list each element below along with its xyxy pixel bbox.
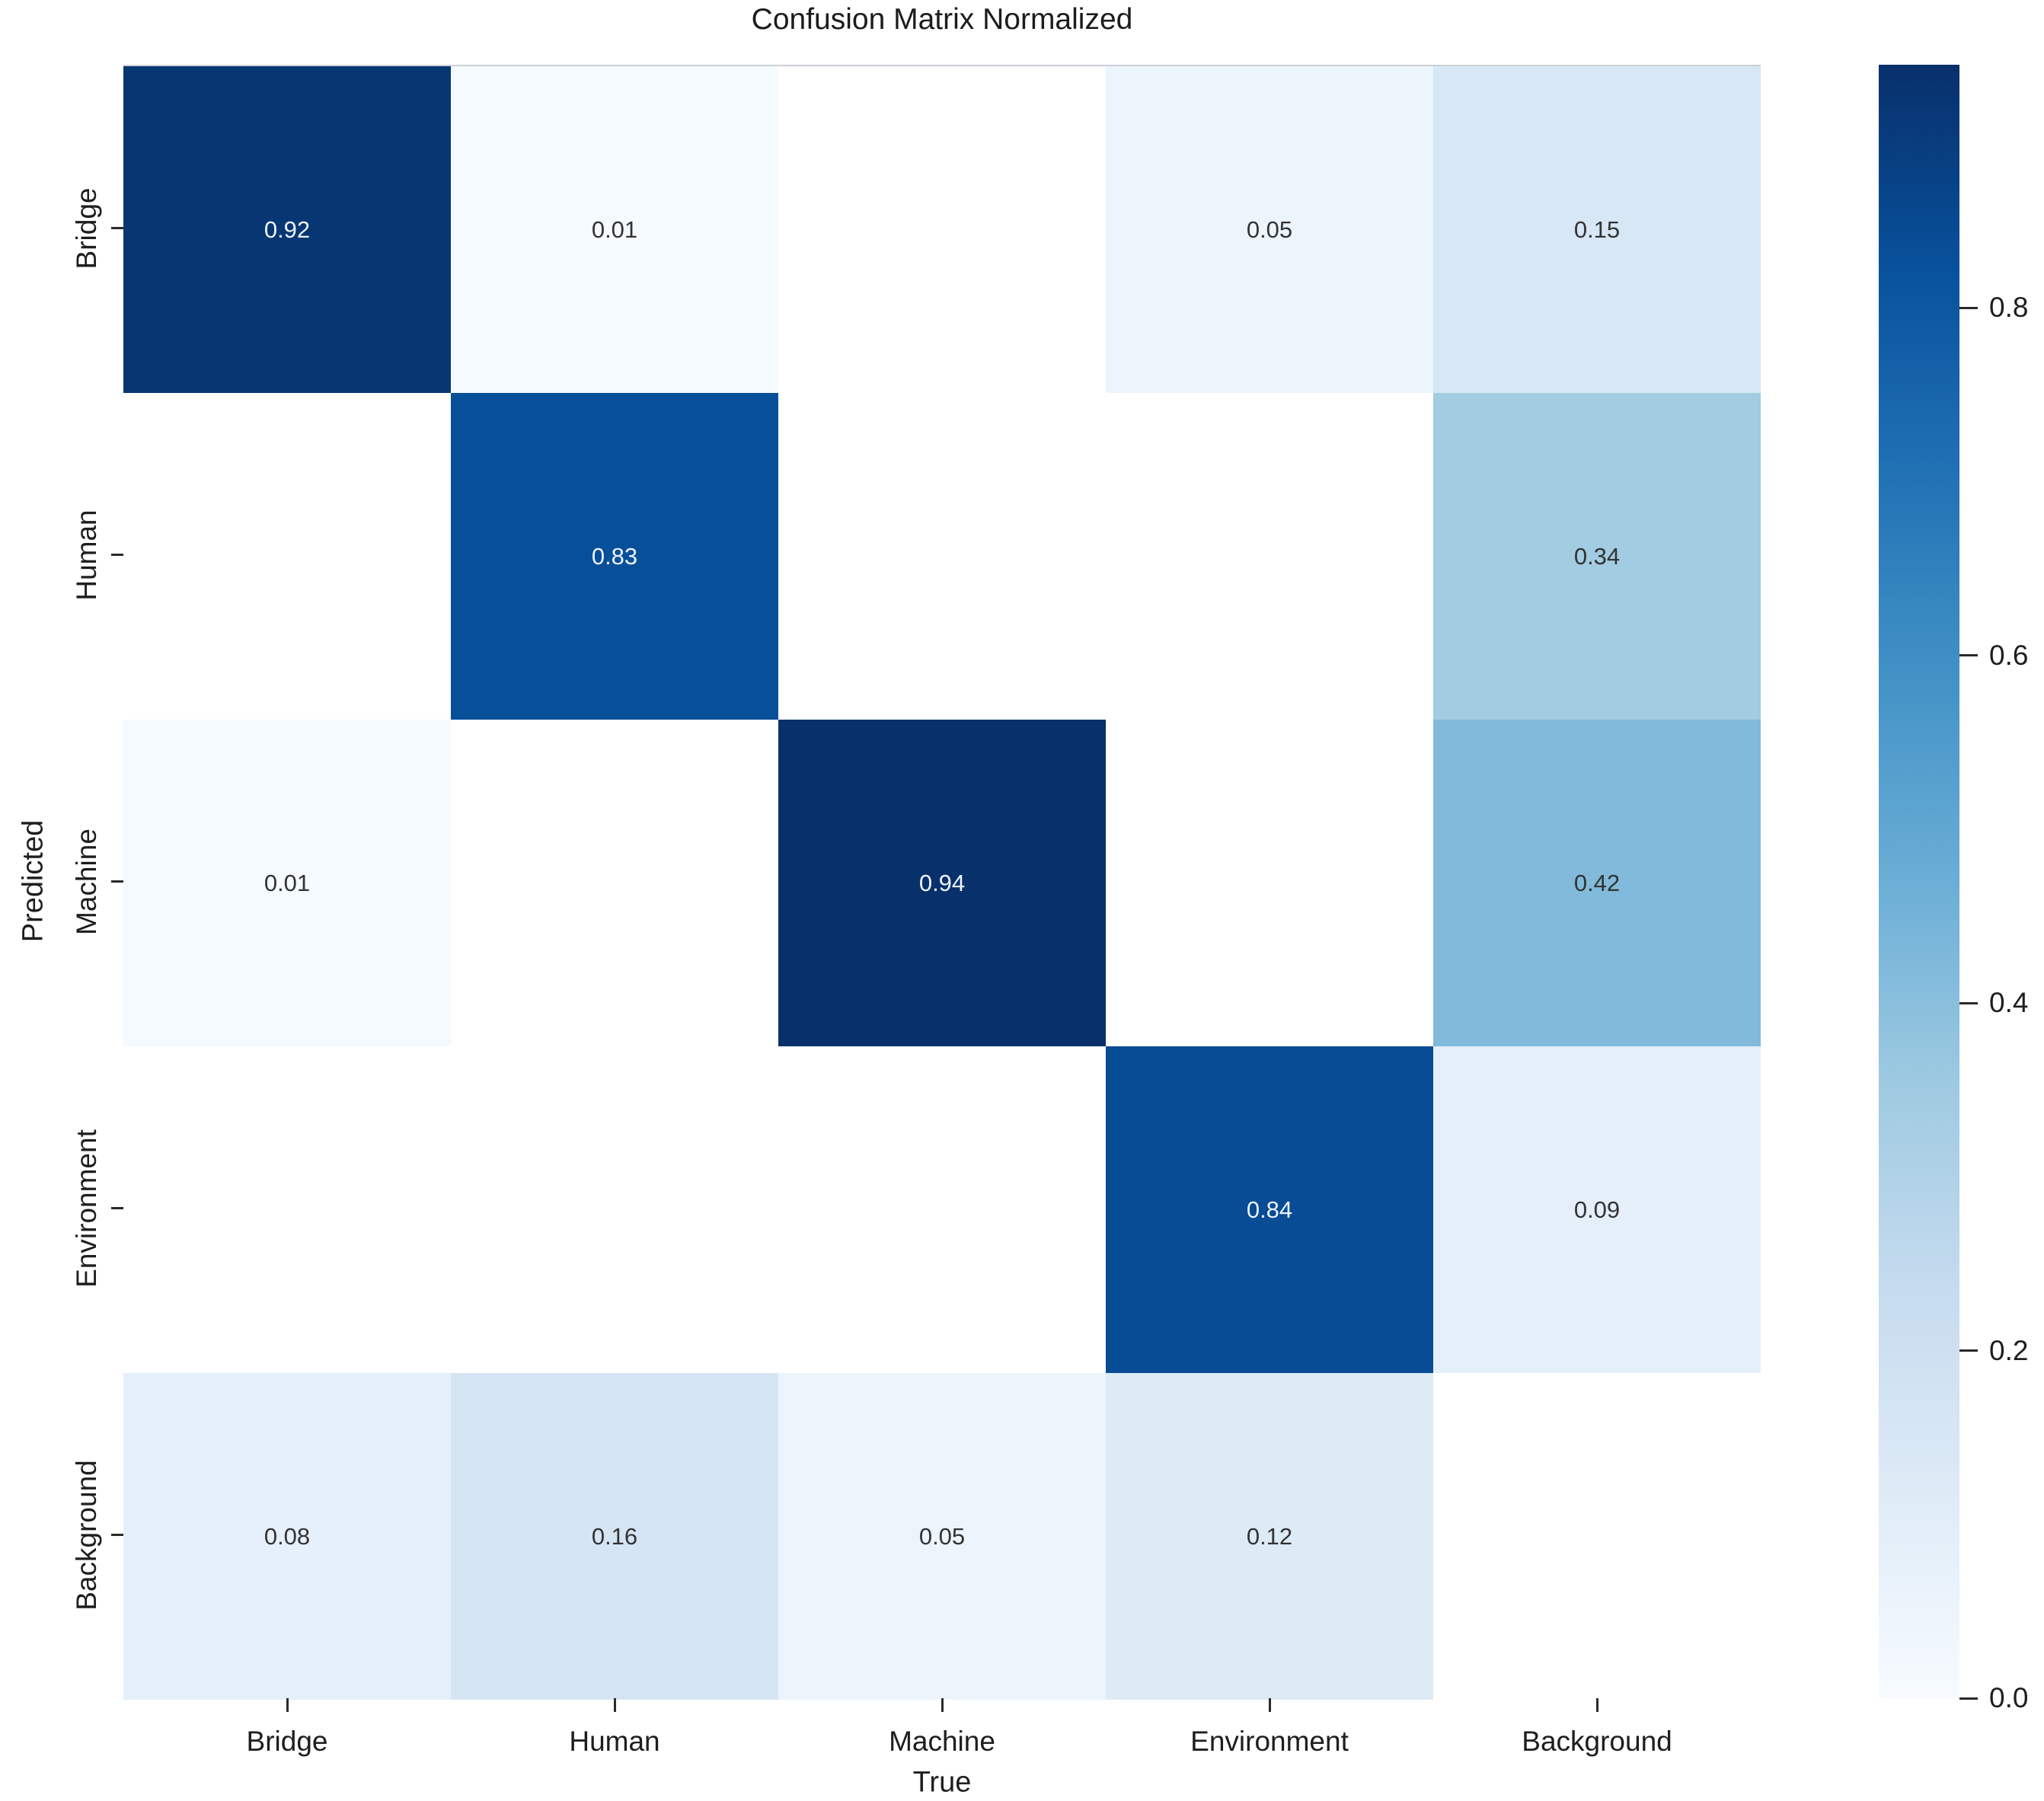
colorbar-tick-label: 0.0: [1989, 1682, 2029, 1713]
heatmap-cell: 0.16: [451, 1373, 778, 1700]
heatmap-cell: 0.15: [1433, 66, 1761, 393]
x-axis-label: True: [912, 1766, 972, 1799]
cell-value: 0.05: [918, 1523, 966, 1550]
colorbar: 0.8 0.6 0.4 0.2 0.0: [1879, 65, 2028, 1713]
heatmap-cell: 0.01: [123, 720, 451, 1046]
heatmap-cell: 0.83: [451, 393, 778, 720]
cell-value: 0.15: [1573, 216, 1621, 243]
colorbar-tick-label: 0.2: [1989, 1334, 2029, 1366]
heatmap-cell: [451, 1046, 778, 1373]
y-tick-mark: [111, 1534, 123, 1536]
heatmap-cell: 0.01: [451, 66, 778, 393]
y-axis-label: Predicted: [17, 819, 50, 943]
cell-value: 0.12: [1246, 1523, 1293, 1550]
x-tick-mark: [286, 1698, 289, 1712]
colorbar-tick-mark: [1959, 654, 1978, 657]
heatmap-cell: 0.09: [1433, 1046, 1761, 1373]
heatmap-cell: 0.05: [1106, 66, 1433, 393]
x-tick-mark: [613, 1698, 616, 1712]
y-tick-label: Environment: [71, 1129, 102, 1288]
cell-value: 0.01: [591, 216, 638, 243]
y-tick-mark: [111, 1207, 123, 1209]
y-tick-mark: [111, 554, 123, 556]
cell-value: 0.34: [1573, 543, 1621, 570]
heatmap-cell: [1106, 720, 1433, 1046]
colorbar-tick-label: 0.6: [1989, 639, 2029, 671]
heatmap-cell: [123, 1046, 451, 1373]
heatmap-cell: [778, 393, 1106, 720]
x-tick-label: Machine: [889, 1726, 995, 1757]
x-tick-label: Bridge: [246, 1726, 328, 1757]
cell-value: 0.42: [1573, 870, 1621, 896]
colorbar-tick-mark: [1959, 306, 1978, 309]
heatmap-cell: [778, 66, 1106, 393]
heatmap-cell: [1106, 393, 1433, 720]
y-tick-label: Background: [71, 1459, 102, 1611]
cell-value: 0.09: [1573, 1196, 1621, 1223]
cell-value: 0.83: [591, 543, 638, 570]
y-tick-label: Human: [71, 509, 102, 601]
cell-value: 0.84: [1246, 1196, 1293, 1223]
x-tick-mark: [1595, 1698, 1598, 1712]
y-tick-mark: [111, 227, 123, 229]
chart-title: Confusion Matrix Normalized: [751, 3, 1133, 36]
heatmap-grid: 0.92 0.01 0.05 0.15 0.83 0.34 0.01 0.94 0.42 0.84…: [123, 65, 1761, 1700]
cell-value: 0.92: [263, 216, 311, 243]
heatmap-cell: [1433, 1373, 1761, 1700]
heatmap-cell: 0.08: [123, 1373, 451, 1700]
colorbar-tick-mark: [1959, 1001, 1978, 1004]
heatmap-cell: 0.12: [1106, 1373, 1433, 1700]
y-tick-label: Machine: [71, 828, 102, 935]
cell-value: 0.94: [918, 870, 966, 896]
heatmap-cell: 0.92: [123, 66, 451, 393]
colorbar-tick-mark: [1959, 1697, 1978, 1700]
colorbar-tick-label: 0.8: [1989, 292, 2029, 324]
cell-value: 0.08: [263, 1523, 311, 1550]
x-tick-mark: [1268, 1698, 1271, 1712]
y-tick-mark: [111, 880, 123, 883]
x-tick-mark: [941, 1698, 944, 1712]
heatmap-cell: [778, 1046, 1106, 1373]
heatmap-cell: 0.94: [778, 720, 1106, 1046]
heatmap-cell: 0.42: [1433, 720, 1761, 1046]
cell-value: 0.05: [1246, 216, 1293, 243]
heatmap-cell: 0.34: [1433, 393, 1761, 720]
x-tick-label: Background: [1522, 1726, 1672, 1757]
colorbar-gradient: [1879, 65, 1959, 1698]
x-tick-label: Environment: [1190, 1726, 1349, 1757]
heatmap-cell: 0.84: [1106, 1046, 1433, 1373]
heatmap-cell: 0.05: [778, 1373, 1106, 1700]
cell-value: 0.01: [263, 870, 311, 896]
y-tick-label: Bridge: [71, 187, 102, 269]
heatmap-cell: [451, 720, 778, 1046]
colorbar-tick-mark: [1959, 1349, 1978, 1352]
x-tick-label: Human: [569, 1726, 660, 1757]
cell-value: 0.16: [591, 1523, 638, 1550]
heatmap-cell: [123, 393, 451, 720]
colorbar-tick-label: 0.4: [1989, 987, 2029, 1019]
